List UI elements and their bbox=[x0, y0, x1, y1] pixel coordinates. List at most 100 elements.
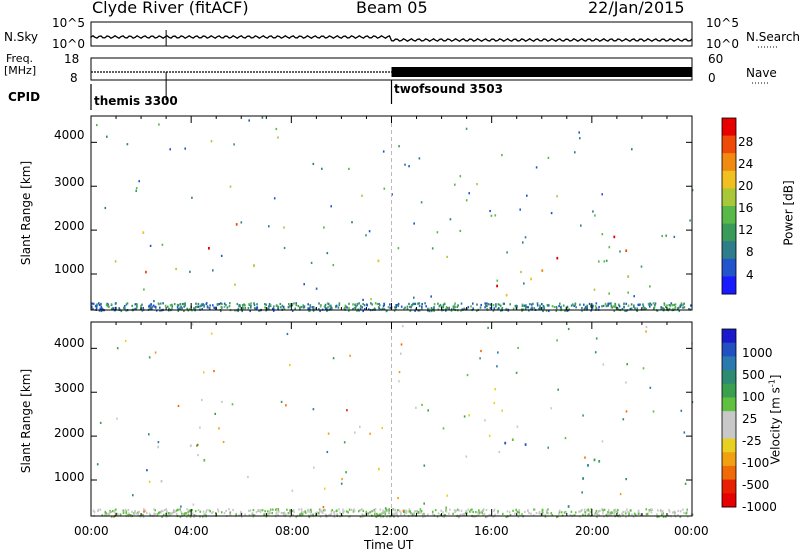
velocity-cell bbox=[485, 508, 488, 512]
velocity-cell bbox=[517, 510, 519, 514]
velocity-cell bbox=[142, 515, 145, 519]
power-cell bbox=[386, 309, 388, 312]
velocity-cell bbox=[607, 513, 610, 516]
power-cell bbox=[91, 307, 94, 310]
power-cell bbox=[502, 302, 505, 305]
power-cell bbox=[282, 305, 285, 308]
power-cell bbox=[162, 302, 164, 305]
velocity-cell bbox=[502, 512, 504, 515]
power-cell bbox=[538, 307, 541, 310]
power-cell bbox=[319, 309, 321, 313]
power-cell bbox=[616, 306, 619, 309]
power-cell bbox=[106, 305, 109, 308]
power-cell bbox=[151, 307, 153, 310]
power-cell bbox=[194, 306, 197, 309]
power-cell bbox=[665, 305, 667, 308]
velocity-cell bbox=[376, 512, 378, 515]
power-cell bbox=[421, 305, 423, 308]
power-cell bbox=[191, 196, 193, 199]
power-cell bbox=[226, 306, 229, 309]
velocity-cell bbox=[160, 480, 163, 483]
velocity-cell bbox=[180, 510, 182, 513]
velocity-cell bbox=[292, 509, 295, 512]
velocity-cell bbox=[420, 511, 422, 514]
power-cell bbox=[238, 304, 240, 308]
velocity-cell bbox=[493, 510, 495, 513]
power-cell bbox=[499, 304, 502, 307]
power-cell bbox=[171, 307, 173, 310]
velocity-cell bbox=[345, 471, 347, 474]
velocity-cell bbox=[313, 466, 315, 469]
nave-label: Nave bbox=[746, 66, 777, 80]
power-cell bbox=[644, 307, 646, 310]
power-cell bbox=[295, 303, 298, 307]
power-cell bbox=[352, 303, 354, 306]
velocity-cell bbox=[252, 515, 255, 518]
power-cell bbox=[578, 131, 580, 134]
velocity-cell bbox=[455, 509, 458, 512]
power-cell bbox=[492, 304, 495, 307]
velocity-cell bbox=[400, 352, 402, 355]
velocity-cell bbox=[527, 509, 529, 512]
velocity-cell bbox=[181, 512, 183, 515]
velocity-cell bbox=[171, 512, 174, 515]
velocity-cell bbox=[477, 511, 479, 514]
velocity-ytick-2000: 2000 bbox=[54, 426, 85, 440]
power-cell bbox=[171, 304, 173, 307]
velocity-cell bbox=[524, 510, 526, 513]
power-cell bbox=[175, 267, 177, 271]
power-cell bbox=[472, 307, 474, 310]
power-cell bbox=[433, 306, 435, 309]
power-cell bbox=[318, 308, 320, 311]
power-cell bbox=[574, 302, 577, 305]
velocity-cell bbox=[127, 509, 130, 512]
power-cell bbox=[355, 305, 357, 308]
power-cell bbox=[514, 304, 517, 308]
velocity-cell bbox=[110, 515, 113, 518]
velocity-cell bbox=[331, 509, 334, 512]
velocity-cell bbox=[515, 508, 517, 511]
velocity-cell bbox=[594, 351, 597, 354]
velocity-cell bbox=[347, 511, 349, 514]
power-cell bbox=[541, 303, 543, 306]
velocity-cell bbox=[367, 512, 370, 515]
power-cell bbox=[100, 305, 103, 308]
power-cell bbox=[428, 309, 431, 312]
power-cell bbox=[593, 288, 596, 291]
velocity-colorbar-swatch-12 bbox=[722, 493, 736, 508]
velocity-cell bbox=[645, 325, 648, 329]
power-cell bbox=[522, 241, 524, 244]
power-cell bbox=[307, 307, 309, 310]
velocity-cell bbox=[322, 509, 325, 512]
power-cell bbox=[228, 305, 231, 308]
power-cell bbox=[633, 295, 635, 298]
velocity-cell bbox=[158, 511, 161, 514]
velocity-cell bbox=[586, 509, 588, 512]
power-cell bbox=[168, 307, 170, 310]
velocity-cell bbox=[565, 511, 567, 514]
velocity-cell bbox=[274, 508, 277, 511]
velocity-cell bbox=[138, 510, 140, 513]
power-cell bbox=[595, 306, 598, 309]
power-cell bbox=[535, 166, 538, 169]
velocity-ytick-1000: 1000 bbox=[54, 470, 85, 484]
power-cell bbox=[663, 302, 666, 305]
velocity-cell bbox=[614, 508, 617, 511]
power-cell bbox=[210, 140, 213, 143]
power-cell bbox=[618, 305, 621, 308]
power-cell bbox=[417, 302, 419, 305]
velocity-cell bbox=[431, 512, 434, 515]
power-cell bbox=[237, 309, 239, 313]
nsky-panel-frame bbox=[90, 21, 693, 47]
power-cell bbox=[683, 302, 685, 305]
power-cell bbox=[235, 223, 238, 226]
xtick-6: 00:00 bbox=[674, 524, 709, 538]
power-cell bbox=[383, 308, 386, 311]
power-cell bbox=[180, 305, 182, 308]
velocity-cell bbox=[427, 513, 429, 516]
power-cell bbox=[361, 194, 363, 197]
power-cell bbox=[143, 288, 145, 291]
power-cell bbox=[654, 302, 657, 305]
power-cb-tick-12: 12 bbox=[738, 223, 754, 237]
power-cell bbox=[98, 309, 101, 312]
